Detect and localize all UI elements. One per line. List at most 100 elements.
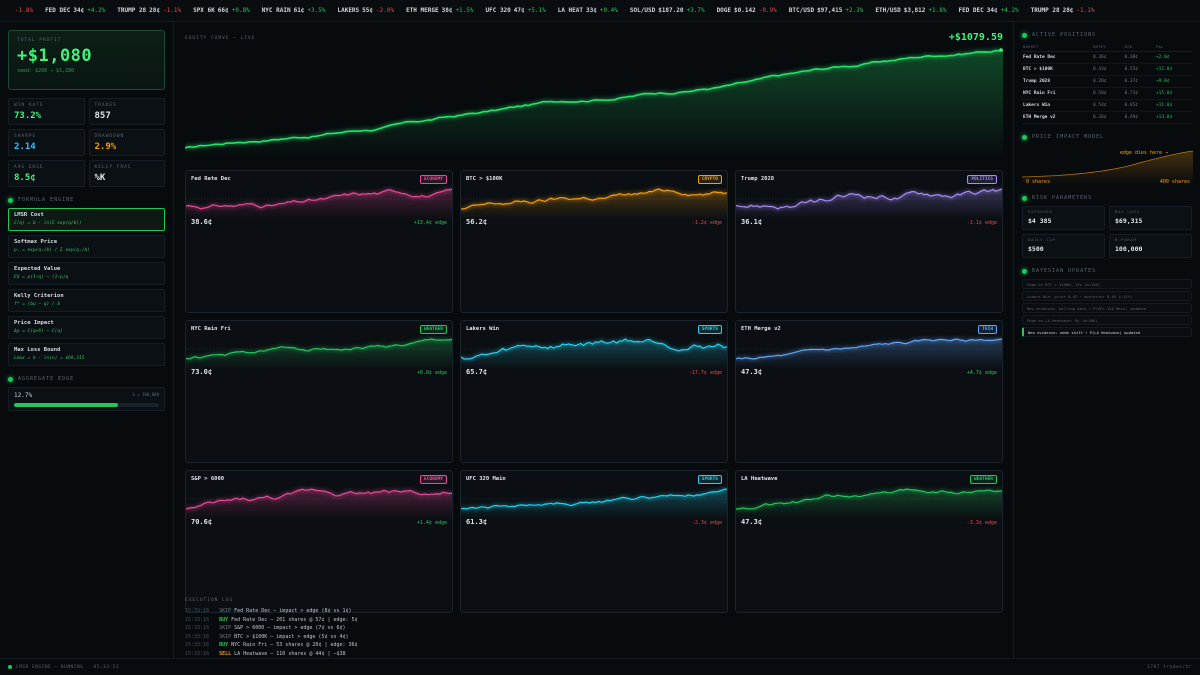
market-card[interactable]: Trump 2028 POLITICS 36.1¢ -1.1¢ edge	[735, 170, 1003, 313]
ticker-item[interactable]: TRUMP 28 28¢ -1.1%	[1031, 7, 1095, 14]
section-title: RISK PARAMETERS	[1032, 195, 1093, 201]
ticker-item[interactable]: -1.8%	[12, 7, 33, 14]
equity-chart	[185, 48, 1003, 158]
column-header: BID	[1123, 43, 1155, 52]
market-edge: +1.4¢ edge	[416, 520, 447, 526]
market-price: 61.3¢	[466, 518, 488, 526]
position-row[interactable]: NYC Rain Fri 0.58¢ 0.73¢ +15.0¢	[1022, 87, 1192, 100]
risk-value: $69,315	[1115, 217, 1143, 225]
formula-item[interactable]: Price Impact Δp = C(q+δ) − C(q)	[8, 316, 165, 339]
impact-min-label: 0 shares	[1026, 179, 1051, 185]
market-name: LA Heatwave	[741, 476, 778, 482]
ticker-change: +4.2%	[1000, 7, 1019, 14]
ticker-item[interactable]: LAKERS 55¢ -2.0%	[337, 7, 394, 14]
market-card[interactable]: Fed Rate Dec ECONOMY 38.6¢ +13.4¢ edge	[185, 170, 453, 313]
stat-value: 2.9%	[94, 142, 117, 152]
market-name: ETH Merge v2	[741, 326, 781, 332]
stat-card: SHARPE 2.14	[8, 129, 85, 156]
ticker-item[interactable]: UFC 320 47¢ +5.1%	[486, 7, 546, 14]
ticker-bar: -1.8% FED DEC 34¢ +4.2% TRUMP 28 28¢ -1.1% SPX …	[0, 0, 1200, 22]
ticker-value: 38¢	[441, 7, 453, 14]
market-card[interactable]: ETH Merge v2 TECH 47.3¢ +4.7¢ edge	[735, 320, 1003, 463]
market-card[interactable]: LA Heatwave WEATHER 47.3¢ -3.3¢ edge	[735, 470, 1003, 613]
market-card[interactable]: UFC 320 Main SPORTS 61.3¢ -2.3¢ edge	[460, 470, 728, 613]
market-name: BTC > $100K	[466, 176, 503, 182]
ticker-item[interactable]: SPX 6K 66¢ +0.8%	[193, 7, 250, 14]
formula-item[interactable]: Expected Value EV = p(1−q) − (1−p)q	[8, 262, 165, 285]
position-row[interactable]: BTC > $100K 0.43¢ 0.55¢ +12.0¢	[1022, 63, 1192, 76]
market-name: Fed Rate Dec	[191, 176, 231, 182]
ticker-item[interactable]: LA HEAT 33¢ +0.4%	[558, 7, 618, 14]
log-timestamp: 15:33:16	[185, 608, 210, 614]
log-timestamp: 15:33:16	[185, 616, 210, 623]
position-row[interactable]: Lakers Win 0.54¢ 0.65¢ +11.0¢	[1022, 99, 1192, 112]
ticker-item[interactable]: ETH/USD $3,812 +1.8%	[875, 7, 946, 14]
market-card[interactable]: BTC > $100K CRYPTO 56.2¢ -1.2¢ edge	[460, 170, 728, 313]
log-line: 15:33:16 BUY Fed Rate Dec — 201 shares @ 5…	[185, 616, 1003, 625]
ticker-item[interactable]: TRUMP 28 28¢ -1.1%	[117, 7, 181, 14]
log-timestamp: 15:33:16	[185, 642, 210, 648]
formula-expression: f* = (bp − q) / b	[14, 302, 61, 307]
ticker-value: $187.20	[658, 7, 684, 14]
ticker-value: $97,415	[817, 7, 843, 14]
market-card[interactable]: Lakers Win SPORTS 65.7¢ -17.7¢ edge	[460, 320, 728, 463]
market-card[interactable]: S&P > 6000 ECONOMY 70.6¢ +1.4¢ edge	[185, 470, 453, 613]
stat-value: 8.5¢	[14, 173, 36, 183]
formula-engine-header: FORMULA ENGINE	[8, 197, 165, 203]
market-price: 47.3¢	[741, 518, 763, 526]
market-edge: +13.4¢ edge	[413, 220, 447, 226]
ticker-item[interactable]: DOGE $0.142 -0.9%	[717, 7, 777, 14]
position-row[interactable]: ETH Merge v2 0.36¢ 0.49¢ +13.0¢	[1022, 111, 1192, 124]
ticker-item[interactable]: ETH MERGE 38¢ +1.5%	[406, 7, 473, 14]
ticker-change: -0.9%	[758, 7, 777, 14]
stat-label: TRADES	[94, 103, 117, 108]
formula-name: Expected Value	[14, 266, 61, 272]
log-action: SKIP	[219, 608, 232, 614]
log-action: SKIP	[219, 625, 232, 631]
formula-name: Max Loss Bound	[14, 347, 61, 353]
ticker-item[interactable]: NYC RAIN 61¢ +3.5%	[262, 7, 326, 14]
ticker-name: TRUMP 28	[117, 7, 147, 14]
ticker-value: 34¢	[986, 7, 998, 14]
formula-item[interactable]: Softmax Price pᵢ = exp(qᵢ/b) / Σ exp(qⱼ/b…	[8, 235, 165, 258]
log-line: 15:33:16 BUY NYC Rain Fri — 53 shares @ 20…	[185, 641, 1003, 650]
risk-label: B-PARAM	[1115, 238, 1137, 242]
position-market: Fed Rate Dec	[1022, 51, 1092, 64]
position-bid: 0.38¢	[1123, 51, 1155, 64]
formula-item[interactable]: Max Loss Bound Lmax = b · ln(n) = $69,315	[8, 343, 165, 366]
formula-expression: C(q) = b · ln(Σ exp(q/b))	[14, 221, 82, 226]
position-entry: 0.43¢	[1091, 63, 1124, 76]
ticker-value: $3,812	[903, 7, 926, 14]
position-entry: 0.54¢	[1091, 99, 1124, 112]
bayesian-update-item: New evidence: polling data → P(UFC 320 M…	[1022, 303, 1192, 313]
position-row[interactable]: Fed Rate Dec 0.36¢ 0.38¢ +2.0¢	[1022, 51, 1192, 64]
total-profit-label: TOTAL PROFIT	[17, 38, 62, 43]
market-card[interactable]: NYC Rain Fri WEATHER 73.0¢ +8.0¢ edge	[185, 320, 453, 463]
market-name: S&P > 6000	[191, 476, 225, 482]
ticker-change: +5.1%	[527, 7, 546, 14]
risk-label: DAILY CAP	[1028, 238, 1056, 242]
section-title: AGGREGATE EDGE	[18, 376, 75, 382]
risk-card: B-PARAM 100,000	[1109, 234, 1192, 258]
seed-progress: seed: $200 → $1,280	[17, 68, 75, 74]
ticker-item[interactable]: FED DEC 34¢ +4.2%	[45, 7, 105, 14]
ticker-item[interactable]: FED DEC 34¢ +4.2%	[958, 7, 1018, 14]
formula-list: LMSR Cost C(q) = b · ln(Σ exp(q/b)) Softma…	[8, 208, 165, 366]
ticker-item[interactable]: SOL/USD $187.20 +3.7%	[630, 7, 705, 14]
market-sparkline	[186, 338, 452, 369]
formula-item[interactable]: LMSR Cost C(q) = b · ln(Σ exp(q/b))	[8, 208, 165, 231]
log-timestamp: 15:33:16	[185, 633, 210, 640]
market-edge: -17.7¢ edge	[688, 370, 722, 376]
aggregate-edge-value: 12.7%	[14, 392, 33, 399]
market-category-badge: SPORTS	[697, 325, 722, 334]
formula-name: Softmax Price	[14, 239, 58, 245]
trade-rate: 1707 trades/hr	[1147, 664, 1192, 670]
formula-item[interactable]: Kelly Criterion f* = (bp − q) / b	[8, 289, 165, 312]
market-price: 56.2¢	[466, 218, 488, 226]
market-category-badge: CRYPTO	[697, 175, 722, 184]
position-market: ETH Merge v2	[1022, 111, 1092, 124]
ticker-item[interactable]: BTC/USD $97,415 +2.3%	[789, 7, 864, 14]
position-row[interactable]: Trump 2028 0.28¢ 0.37¢ +9.0¢	[1022, 75, 1192, 88]
formula-expression: EV = p(1−q) − (1−p)q	[14, 275, 69, 280]
ticker-change: +1.8%	[928, 7, 947, 14]
